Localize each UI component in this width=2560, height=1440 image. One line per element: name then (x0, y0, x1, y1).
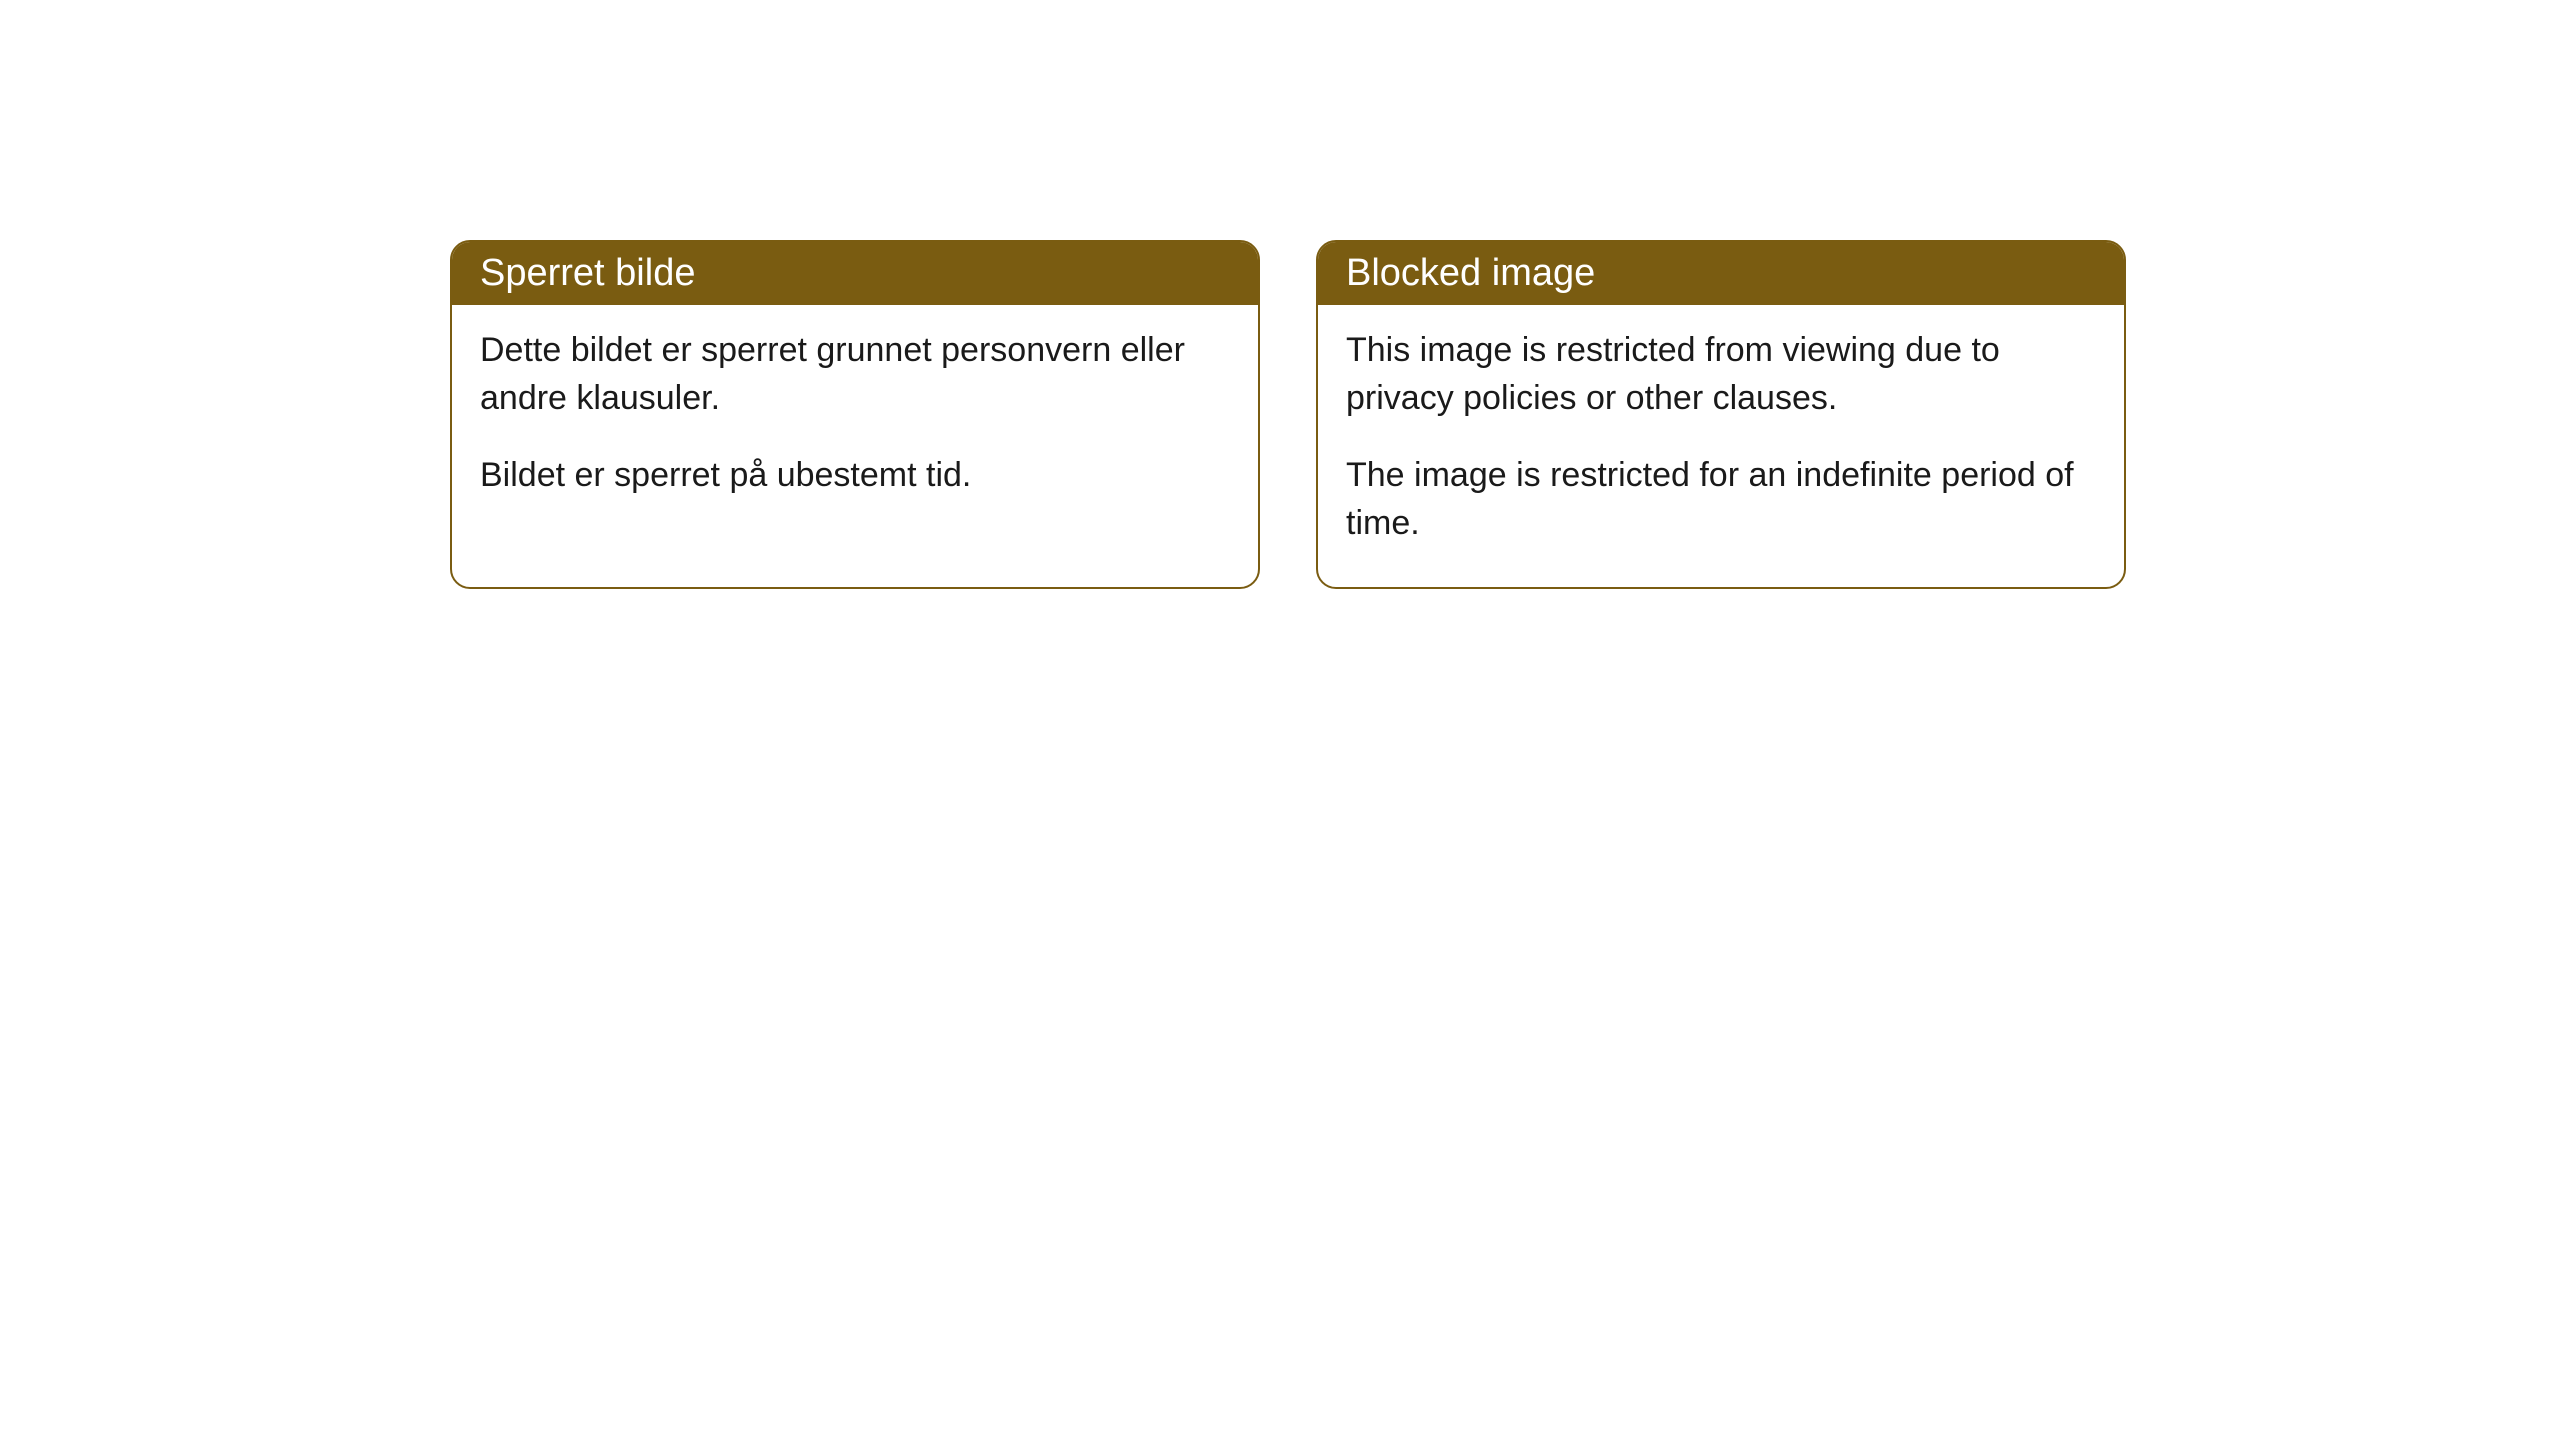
blocked-image-card-english: Blocked image This image is restricted f… (1316, 240, 2126, 589)
card-paragraph: The image is restricted for an indefinit… (1346, 452, 2096, 547)
card-title: Sperret bilde (452, 242, 1258, 305)
blocked-image-card-norwegian: Sperret bilde Dette bildet er sperret gr… (450, 240, 1260, 589)
card-paragraph: This image is restricted from viewing du… (1346, 327, 2096, 422)
card-paragraph: Bildet er sperret på ubestemt tid. (480, 452, 1230, 500)
card-paragraph: Dette bildet er sperret grunnet personve… (480, 327, 1230, 422)
card-title: Blocked image (1318, 242, 2124, 305)
card-body: This image is restricted from viewing du… (1318, 305, 2124, 587)
cards-container: Sperret bilde Dette bildet er sperret gr… (450, 240, 2126, 589)
card-body: Dette bildet er sperret grunnet personve… (452, 305, 1258, 540)
